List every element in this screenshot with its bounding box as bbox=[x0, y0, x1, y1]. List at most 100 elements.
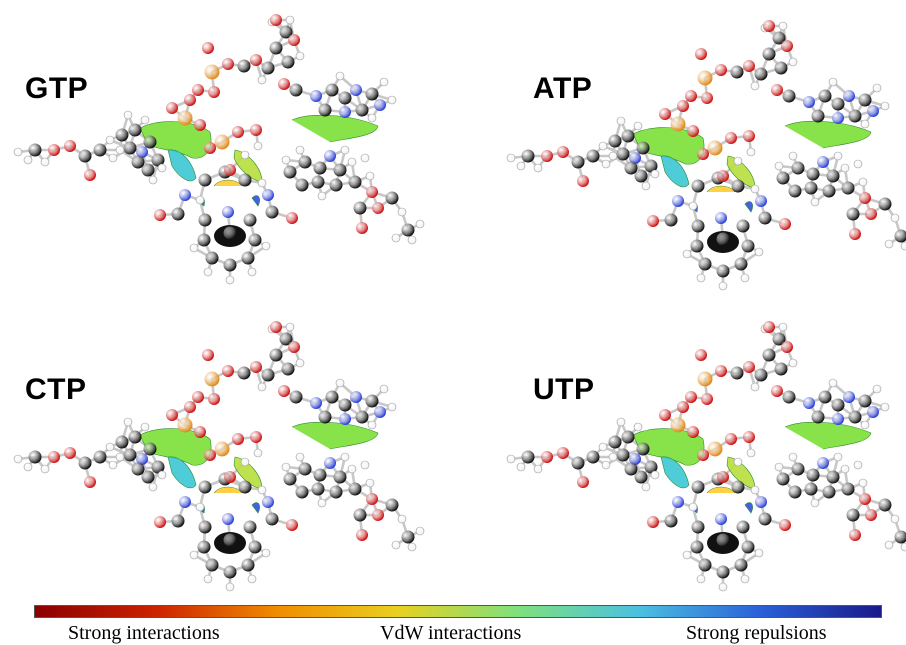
atom-h bbox=[900, 241, 906, 251]
atom-c bbox=[141, 163, 155, 177]
atom-c bbox=[151, 153, 165, 167]
atom-h bbox=[415, 526, 425, 536]
atom-o bbox=[859, 493, 871, 505]
atom-c bbox=[238, 480, 252, 494]
molecule-group bbox=[13, 14, 425, 285]
atom-c bbox=[754, 67, 768, 81]
panel-utp: UTP bbox=[453, 315, 906, 615]
molecule-gtp bbox=[13, 14, 425, 285]
atom-h bbox=[340, 452, 350, 462]
atom-c bbox=[365, 87, 379, 101]
atom-c bbox=[608, 134, 622, 148]
atom-h bbox=[688, 502, 698, 512]
atom-c bbox=[858, 93, 872, 107]
atom-c bbox=[289, 390, 303, 404]
atom-h bbox=[516, 462, 526, 472]
atom-h bbox=[872, 83, 882, 93]
atom-c bbox=[311, 482, 325, 496]
atom-h bbox=[340, 145, 350, 155]
atom-o bbox=[677, 100, 689, 112]
atom-h bbox=[123, 110, 133, 120]
atom-o bbox=[48, 144, 60, 156]
atom-n bbox=[817, 457, 829, 469]
atom-c bbox=[521, 149, 535, 163]
atom-c bbox=[716, 232, 730, 246]
vdw-surface bbox=[291, 421, 379, 450]
atom-c bbox=[269, 348, 283, 362]
atom-h bbox=[108, 460, 118, 470]
atom-h bbox=[788, 57, 798, 67]
atom-c bbox=[279, 332, 293, 346]
atom-h bbox=[601, 460, 611, 470]
atom-h bbox=[598, 442, 608, 452]
atom-c bbox=[811, 410, 825, 424]
atom-c bbox=[571, 456, 585, 470]
atom-c bbox=[325, 390, 339, 404]
atom-o bbox=[288, 341, 300, 353]
atom-c bbox=[741, 540, 755, 554]
vdw-surface bbox=[251, 502, 260, 514]
atom-h bbox=[650, 169, 660, 179]
atom-n bbox=[817, 156, 829, 168]
panel-label-utp: UTP bbox=[533, 373, 595, 406]
atom-c bbox=[401, 223, 415, 237]
atom-c bbox=[716, 264, 730, 278]
atom-o bbox=[781, 341, 793, 353]
atom-c bbox=[822, 184, 836, 198]
atom-c bbox=[198, 480, 212, 494]
atom-c bbox=[831, 398, 845, 412]
atom-c bbox=[348, 175, 362, 189]
atom-h bbox=[774, 462, 784, 472]
atom-o bbox=[743, 130, 755, 142]
atom-c bbox=[241, 251, 255, 265]
atom-o bbox=[232, 433, 244, 445]
atom-c bbox=[223, 565, 237, 579]
atom-c bbox=[243, 213, 257, 227]
atom-o bbox=[687, 426, 699, 438]
atom-c bbox=[205, 251, 219, 265]
molecule-group bbox=[506, 20, 906, 291]
atom-h bbox=[379, 77, 389, 87]
atom-o bbox=[202, 42, 214, 54]
atom-h bbox=[810, 498, 820, 508]
atom-c bbox=[28, 143, 42, 157]
atom-c bbox=[283, 165, 297, 179]
vdw-surface bbox=[660, 155, 690, 188]
atom-o bbox=[763, 20, 775, 32]
molecule-group bbox=[13, 321, 425, 592]
atom-h bbox=[257, 485, 267, 495]
atom-n bbox=[803, 96, 815, 108]
atom-c bbox=[806, 468, 820, 482]
atom-h bbox=[788, 151, 798, 161]
atom-h bbox=[40, 157, 50, 167]
atom-c bbox=[782, 89, 796, 103]
atom-c bbox=[608, 435, 622, 449]
atom-c bbox=[636, 141, 650, 155]
atom-o bbox=[701, 92, 713, 104]
atom-o bbox=[64, 447, 76, 459]
atom-n bbox=[867, 406, 879, 418]
atom-c bbox=[826, 470, 840, 484]
atom-o bbox=[222, 58, 234, 70]
atom-o bbox=[278, 385, 290, 397]
atom-c bbox=[758, 211, 772, 225]
atom-n bbox=[832, 112, 844, 124]
atom-c bbox=[734, 558, 748, 572]
atom-c bbox=[355, 103, 369, 117]
atom-n bbox=[832, 413, 844, 425]
atom-h bbox=[608, 452, 618, 462]
atom-o bbox=[372, 202, 384, 214]
atom-h bbox=[247, 267, 257, 277]
atom-c bbox=[636, 442, 650, 456]
atom-c bbox=[634, 470, 648, 484]
atom-o bbox=[202, 349, 214, 361]
atom-h bbox=[641, 181, 651, 191]
atom-h bbox=[516, 161, 526, 171]
atom-c bbox=[298, 462, 312, 476]
atom-o bbox=[250, 124, 262, 136]
atom-c bbox=[93, 450, 107, 464]
atom-h bbox=[148, 175, 158, 185]
vdw-surface bbox=[213, 486, 243, 494]
atom-h bbox=[696, 273, 706, 283]
atom-c bbox=[734, 257, 748, 271]
